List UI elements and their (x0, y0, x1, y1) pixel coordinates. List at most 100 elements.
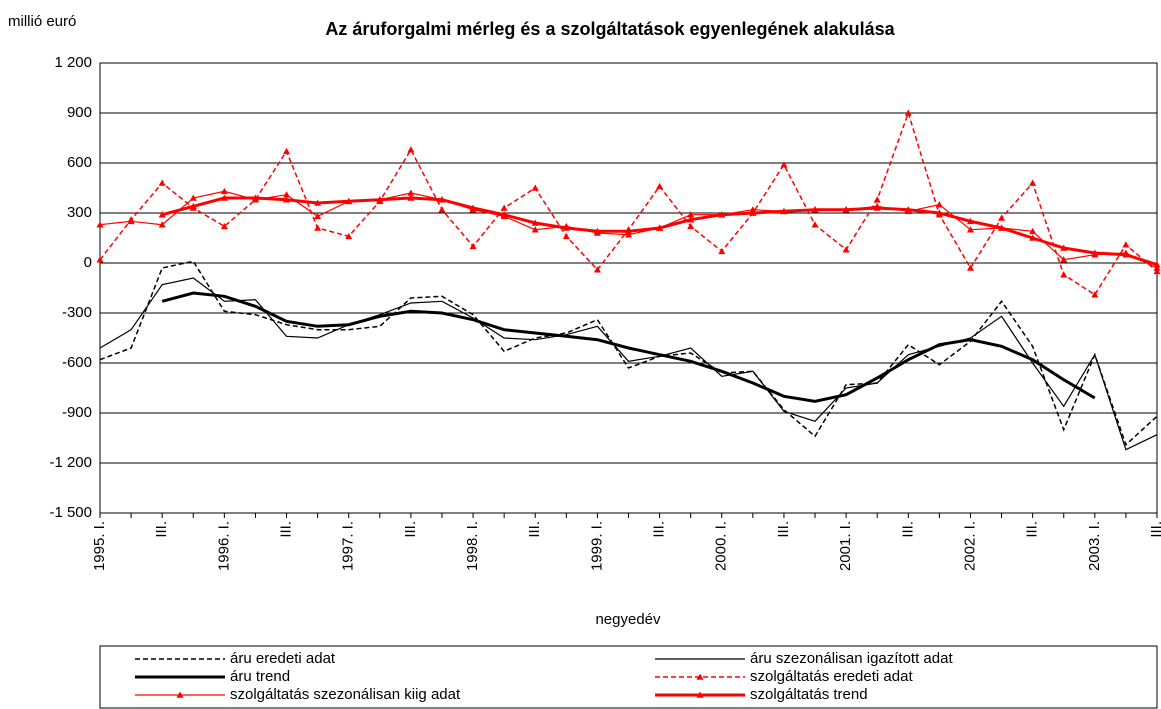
series-marker (780, 207, 788, 215)
series-marker (345, 197, 353, 205)
series-marker (842, 246, 850, 253)
series-marker (873, 196, 881, 203)
series-marker (904, 206, 912, 213)
series-marker (718, 211, 726, 218)
series-marker (904, 109, 912, 116)
series-marker (314, 199, 322, 206)
series-marker (1060, 256, 1068, 263)
x-tick-label: III. (526, 521, 543, 538)
series-marker (438, 206, 446, 213)
series-marker (1091, 291, 1099, 298)
series-marker (283, 147, 291, 155)
legend-label: áru trend (230, 668, 290, 685)
series-marker (220, 194, 228, 201)
x-tick-label: III. (651, 521, 668, 538)
legend-box (99, 645, 1158, 709)
legend-label: szolgáltatás szezonálisan kiig adat (230, 686, 461, 703)
series-marker (1091, 249, 1099, 256)
series-marker (531, 219, 539, 226)
series-line (99, 260, 1158, 447)
x-tick-label: III. (775, 521, 792, 538)
series-marker (469, 242, 477, 250)
y-tick-label: -900 (62, 404, 92, 421)
plot-frame (99, 62, 1158, 514)
chart-title: Az áruforgalmi mérleg és a szolgáltatáso… (325, 19, 895, 39)
legend-label: szolgáltatás trend (750, 686, 868, 703)
series-marker (656, 182, 664, 190)
legend-marker (176, 691, 184, 698)
series-marker (749, 206, 757, 213)
series-marker (189, 202, 197, 210)
series-marker (531, 226, 539, 233)
y-tick-label: 300 (67, 204, 92, 221)
series-line (99, 110, 1158, 296)
y-tick-label: 900 (67, 104, 92, 121)
series-marker (1060, 244, 1068, 251)
x-tick-label: 1997. I. (340, 521, 357, 571)
series-marker (1122, 251, 1130, 258)
x-tick-label: III. (1024, 521, 1041, 538)
legend-label: szolgáltatás eredeti adat (750, 668, 913, 685)
series-marker (1122, 241, 1130, 248)
series-marker (345, 232, 353, 240)
series-marker (531, 184, 539, 191)
x-tick-label: III. (277, 521, 294, 538)
x-tick-label: 1998. I. (464, 521, 481, 571)
series-line (99, 277, 1158, 451)
x-tick-label: 1999. I. (588, 521, 605, 571)
series-marker (625, 227, 632, 235)
series-marker (593, 227, 601, 235)
legend-label: áru szezonálisan igazított adat (750, 650, 953, 667)
series-marker (158, 179, 166, 186)
series-marker (625, 231, 632, 238)
series-marker (1029, 234, 1037, 241)
series-marker (1029, 179, 1037, 186)
series-marker (158, 211, 166, 218)
series-marker (220, 222, 228, 230)
series-marker (96, 256, 104, 263)
x-tick-label: III. (153, 521, 170, 538)
series-marker (966, 226, 974, 233)
series-marker (1153, 261, 1161, 268)
y-tick-label: -600 (62, 354, 92, 371)
series-marker (158, 221, 166, 228)
series-marker (1060, 271, 1068, 278)
series-marker (314, 224, 322, 231)
x-tick-label: III. (899, 521, 916, 538)
y-axis-label: millió euró (8, 13, 76, 30)
series-marker (811, 206, 819, 213)
x-tick-label: 2000. I. (713, 521, 730, 571)
series-marker (407, 189, 415, 196)
series-marker (500, 211, 508, 218)
series-marker (593, 266, 601, 273)
series-marker (935, 209, 943, 216)
x-tick-label: III. (402, 521, 419, 538)
series-marker (562, 232, 570, 240)
series-marker (1153, 264, 1161, 271)
series-marker (811, 221, 819, 228)
series-line (161, 291, 1096, 403)
legend-marker (696, 673, 704, 680)
series-marker (562, 224, 570, 231)
x-tick-label: 1996. I. (215, 521, 232, 571)
series-marker (687, 222, 695, 230)
series-marker (376, 196, 384, 203)
series-marker (283, 191, 291, 198)
series-marker (469, 204, 477, 211)
y-tick-label: -300 (62, 304, 92, 321)
series-marker (96, 221, 104, 228)
series-marker (1153, 267, 1161, 275)
legend-marker (696, 691, 704, 698)
series-marker (749, 209, 757, 216)
series-marker (842, 206, 850, 213)
y-tick-label: 1 200 (54, 54, 92, 71)
series-line (161, 196, 1158, 267)
series-marker (189, 194, 197, 201)
series-marker (500, 204, 508, 211)
series-marker (998, 214, 1006, 221)
x-tick-label: 1995. I. (91, 521, 108, 571)
series-marker (438, 196, 446, 203)
series-marker (966, 264, 974, 271)
series-marker (687, 216, 695, 223)
